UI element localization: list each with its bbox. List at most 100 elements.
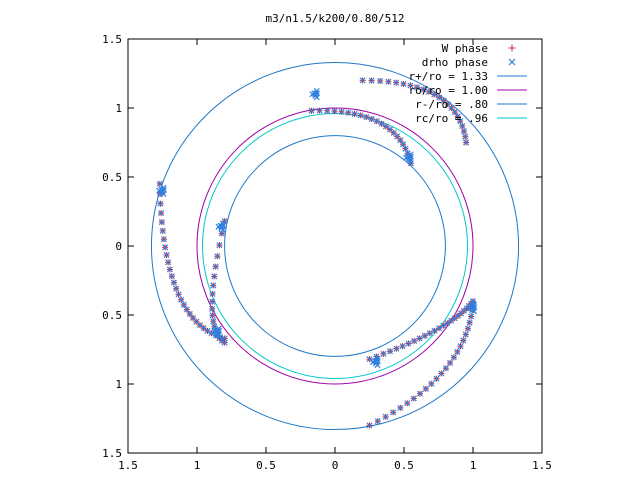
data-point	[393, 345, 400, 352]
legend-label: W phase	[442, 42, 488, 55]
data-point	[402, 145, 409, 152]
x-tick-label: 0	[332, 459, 339, 472]
data-point	[200, 325, 207, 332]
data-point	[359, 77, 366, 84]
y-tick-label: 1.5	[102, 33, 122, 46]
data-point	[431, 91, 438, 98]
data-point	[406, 154, 413, 161]
legend-label: rc/ro = .96	[415, 112, 488, 125]
data-point	[447, 359, 454, 366]
x-tick-label: 0.5	[256, 459, 276, 472]
y-tick-label: 1.5	[102, 447, 122, 460]
data-point	[212, 263, 219, 270]
data-point	[363, 114, 370, 121]
data-point	[469, 305, 477, 312]
data-point	[457, 343, 464, 350]
data-point	[416, 335, 423, 342]
data-point	[457, 118, 464, 125]
data-point	[463, 139, 470, 146]
legend-swatch	[508, 58, 516, 66]
legend-label: drho phase	[422, 56, 488, 69]
data-point	[208, 330, 215, 337]
data-point	[450, 354, 457, 361]
reference-circle-3	[202, 113, 468, 379]
data-point	[308, 107, 315, 114]
data-point	[459, 123, 466, 130]
data-point	[464, 325, 471, 332]
reference-circle-0	[150, 61, 520, 431]
data-point	[374, 418, 381, 425]
data-point	[160, 236, 167, 243]
y-tick-label: 0	[115, 240, 122, 253]
data-point	[426, 330, 433, 337]
data-point	[436, 94, 443, 101]
data-point	[425, 88, 432, 95]
data-point	[209, 312, 216, 319]
data-point	[159, 187, 166, 194]
data-point	[433, 375, 440, 382]
reference-circle-2	[224, 135, 446, 357]
data-point	[214, 328, 221, 335]
data-point	[454, 113, 461, 120]
y-tick-label: 0.5	[102, 309, 122, 322]
data-point	[209, 290, 216, 297]
data-point	[410, 395, 417, 402]
data-point	[378, 120, 385, 127]
data-point	[468, 313, 475, 320]
point-cluster-5	[466, 301, 478, 315]
data-point	[448, 317, 455, 324]
point-cluster-3	[215, 220, 227, 233]
data-point	[404, 400, 411, 407]
data-point	[438, 370, 445, 377]
x-tick-label: 0.5	[394, 459, 414, 472]
x-tick-label: 1	[194, 459, 201, 472]
x-tick-label: 1	[470, 459, 477, 472]
data-point	[428, 380, 435, 387]
data-point	[183, 306, 190, 313]
x-tick-label: 1.5	[118, 459, 138, 472]
data-point	[163, 251, 170, 259]
data-point	[368, 77, 375, 84]
data-point	[209, 305, 216, 312]
data-point	[451, 109, 458, 116]
legend-label: r+/ro = 1.33	[409, 70, 488, 83]
data-point	[414, 84, 421, 91]
legend-swatch	[508, 44, 516, 52]
data-point	[435, 325, 443, 332]
data-point	[312, 91, 319, 98]
data-point	[180, 301, 187, 308]
data-point	[209, 298, 216, 305]
data-point	[460, 128, 467, 135]
data-point	[373, 358, 380, 365]
data-point	[390, 409, 397, 416]
data-point	[166, 266, 173, 273]
data-point	[466, 319, 473, 326]
data-point	[397, 404, 404, 411]
point-cluster-4	[211, 325, 223, 338]
data-point	[460, 337, 467, 344]
data-point	[387, 348, 394, 355]
data-point	[170, 279, 177, 286]
data-point	[162, 244, 169, 251]
data-point	[385, 78, 392, 85]
data-point	[451, 315, 458, 322]
axis-ticks: 1.5 1 0.5 0 0.5 1 1.51.510.500.511.5	[102, 33, 552, 472]
data-series	[156, 77, 478, 429]
data-point	[210, 318, 217, 325]
data-point	[345, 109, 352, 116]
data-point	[454, 348, 461, 355]
point-cluster-0	[309, 88, 321, 101]
data-point	[221, 339, 228, 346]
data-point	[175, 291, 182, 298]
data-point	[158, 210, 165, 217]
data-point	[400, 80, 407, 87]
data-point	[351, 110, 358, 117]
data-point	[382, 413, 389, 420]
data-point	[366, 422, 373, 429]
data-point	[165, 259, 172, 266]
data-point	[400, 141, 407, 148]
y-tick-label: 1	[115, 102, 122, 115]
data-point	[159, 227, 166, 234]
